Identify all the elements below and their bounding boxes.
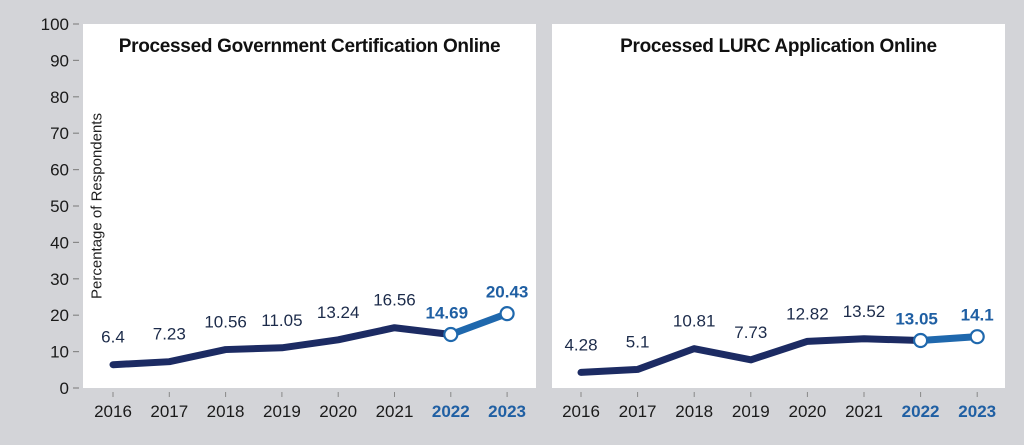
data-point-marker xyxy=(443,326,459,343)
x-tick-label: 2021 xyxy=(845,402,883,421)
chart-title: Processed Government Certification Onlin… xyxy=(119,36,501,57)
series-line-highlight xyxy=(917,333,981,344)
data-label: 13.05 xyxy=(895,309,938,328)
y-tick-label: 40 xyxy=(50,233,69,252)
data-label: 10.56 xyxy=(204,313,247,332)
x-tick-label: 2022 xyxy=(902,402,940,421)
y-tick-label: 30 xyxy=(50,270,69,289)
series-line-main xyxy=(577,335,925,376)
x-tick-label: 2016 xyxy=(94,402,132,421)
data-point-marker xyxy=(912,332,929,349)
panel-background xyxy=(552,24,1005,388)
y-axis-label: Percentage of Respondents xyxy=(88,113,106,299)
data-label: 20.43 xyxy=(486,283,529,302)
x-tick-label: 2023 xyxy=(488,402,526,421)
y-tick-label: 80 xyxy=(50,88,69,107)
series-line-highlight xyxy=(447,310,511,339)
y-tick-label: 50 xyxy=(50,197,69,216)
y-tick-label: 10 xyxy=(50,343,69,362)
x-tick-label: 2018 xyxy=(207,402,245,421)
y-tick-label: 20 xyxy=(50,306,69,325)
data-label: 14.1 xyxy=(961,306,994,325)
data-label: 5.1 xyxy=(626,332,650,351)
x-tick-label: 2017 xyxy=(150,402,188,421)
data-label: 11.05 xyxy=(261,311,302,330)
data-point-marker xyxy=(499,306,515,322)
y-tick-label: 100 xyxy=(41,15,69,34)
x-tick-label: 2019 xyxy=(732,402,770,421)
data-label: 16.56 xyxy=(373,291,416,310)
x-tick-label: 2019 xyxy=(263,402,301,421)
data-label: 10.81 xyxy=(673,312,716,331)
chart-panel-1: 0 10 20 30 40 50 60 70 80 90 100 Processed Governme… xyxy=(41,15,536,421)
x-tick-label: 2021 xyxy=(376,402,414,421)
y-tick-label: 0 xyxy=(60,379,69,398)
data-label: 7.23 xyxy=(153,325,186,344)
y-tick-label: 70 xyxy=(50,124,69,143)
x-tick-label: 2023 xyxy=(958,402,996,421)
series-line-main xyxy=(109,324,455,369)
x-tick-label: 2020 xyxy=(319,402,357,421)
data-label: 14.69 xyxy=(426,304,469,323)
x-tick-label: 2016 xyxy=(562,402,600,421)
x-tick-label: 2017 xyxy=(619,402,657,421)
data-label: 13.24 xyxy=(317,303,360,322)
y-tick-label: 60 xyxy=(50,161,69,180)
x-tick-label: 2022 xyxy=(432,402,470,421)
x-tick-label: 2020 xyxy=(788,402,826,421)
chart-title: Processed LURC Application Online xyxy=(620,36,937,57)
y-tick-label: 90 xyxy=(50,51,69,70)
panel-background xyxy=(83,24,536,388)
chart-panel-2: Processed LURC Application Online 2016 201… xyxy=(552,24,1005,421)
data-label: 12.82 xyxy=(786,304,829,323)
data-point-marker xyxy=(969,329,985,345)
data-label: 13.52 xyxy=(843,302,886,321)
data-label: 6.4 xyxy=(101,328,125,347)
data-label: 7.73 xyxy=(734,323,767,342)
x-tick-label: 2018 xyxy=(675,402,713,421)
data-label: 4.28 xyxy=(564,335,597,354)
